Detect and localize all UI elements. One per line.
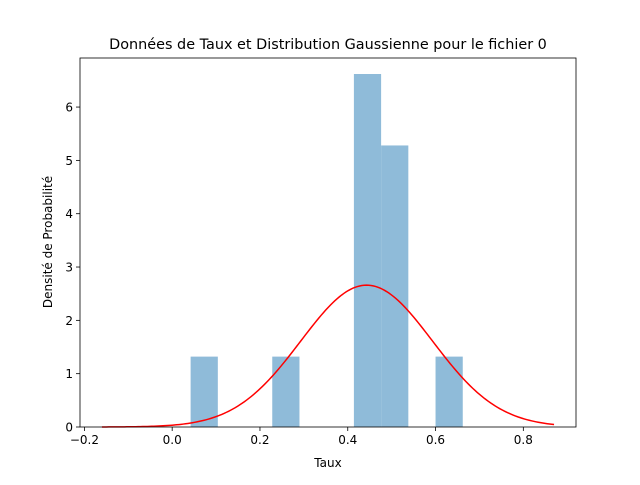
y-axis-label: Densité de Probabilité [41,176,55,308]
histogram-bars [190,73,463,428]
y-tick-label: 6 [65,101,73,115]
x-tick-label: 0.6 [426,433,445,447]
x-tick-label: 0.8 [514,433,533,447]
axes-frame [79,57,577,428]
x-tick-label: 0.4 [338,433,357,447]
histogram-bar [435,356,463,427]
chart-title: Données de Taux et Distribution Gaussien… [109,37,547,53]
gaussian-curve [101,284,555,428]
x-tick-label: 0.0 [163,433,182,447]
histogram-bar [190,356,218,427]
histogram-bar [381,145,409,427]
x-axis-label: Taux [313,456,341,470]
y-tick-label: 2 [65,314,73,328]
y-tick-label: 4 [65,207,73,221]
y-axis-ticks: 0 1 2 3 4 5 6 [65,101,80,435]
x-tick-label: −0.2 [70,433,99,447]
x-axis-ticks: −0.2 0.0 0.2 0.4 0.6 0.8 [70,427,533,447]
y-tick-label: 1 [65,367,73,381]
histogram-bar [353,73,382,428]
y-tick-label: 3 [65,261,73,275]
y-tick-label: 5 [65,154,73,168]
histogram-bar [272,356,300,427]
y-tick-label: 0 [65,421,73,435]
x-tick-label: 0.2 [250,433,269,447]
